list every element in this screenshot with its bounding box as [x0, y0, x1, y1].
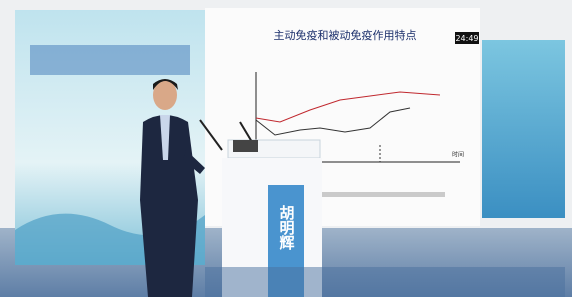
right-banner: [482, 40, 565, 218]
slide-title: 主动免疫和被动免疫作用特点: [274, 28, 417, 42]
body: 主动免疫和被动免疫作用特点 24:49 时间 胡明辉 (() => { cons…: [0, 0, 572, 297]
podium-name: 胡明辉: [278, 204, 296, 251]
slide-x-label: 时间: [452, 151, 464, 159]
page: Speaker on stage {"slide": {"title": "主动…: [0, 0, 572, 297]
banner-heading: [30, 45, 190, 75]
scene: 主动免疫和被动免疫作用特点 24:49 时间 胡明辉: [0, 0, 572, 297]
speaker-suit: [140, 115, 198, 297]
front-banner: [205, 267, 565, 297]
laptop: [233, 140, 258, 152]
timer: 24:49: [455, 34, 478, 43]
